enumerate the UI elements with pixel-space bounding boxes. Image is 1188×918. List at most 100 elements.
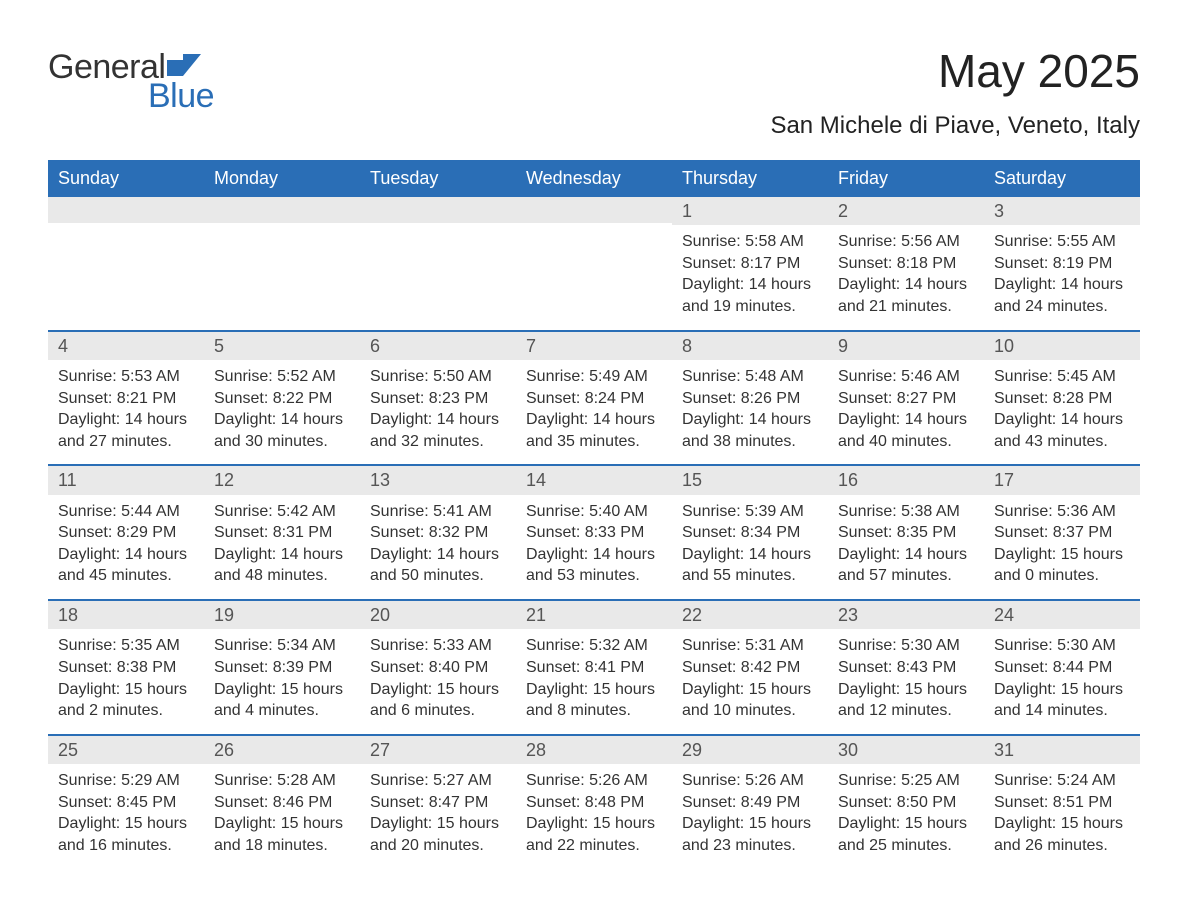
sunset-text: Sunset: 8:32 PM <box>370 522 506 544</box>
day-number: 3 <box>984 197 1140 225</box>
day-number: 17 <box>984 466 1140 494</box>
day-cell: 17Sunrise: 5:36 AMSunset: 8:37 PMDayligh… <box>984 466 1140 599</box>
day-cell: 7Sunrise: 5:49 AMSunset: 8:24 PMDaylight… <box>516 332 672 465</box>
day-number: 13 <box>360 466 516 494</box>
day-number: 15 <box>672 466 828 494</box>
day-number <box>204 197 360 223</box>
sunrise-text: Sunrise: 5:56 AM <box>838 231 974 253</box>
sunset-text: Sunset: 8:44 PM <box>994 657 1130 679</box>
day-number: 27 <box>360 736 516 764</box>
sunset-text: Sunset: 8:50 PM <box>838 792 974 814</box>
day-body: Sunrise: 5:56 AMSunset: 8:18 PMDaylight:… <box>828 225 984 329</box>
daylight-text: Daylight: 15 hours and 2 minutes. <box>58 679 194 722</box>
daylight-text: Daylight: 15 hours and 22 minutes. <box>526 813 662 856</box>
title-block: May 2025 San Michele di Piave, Veneto, I… <box>770 44 1140 140</box>
day-body: Sunrise: 5:52 AMSunset: 8:22 PMDaylight:… <box>204 360 360 464</box>
day-number <box>360 197 516 223</box>
sunrise-text: Sunrise: 5:44 AM <box>58 501 194 523</box>
sunrise-text: Sunrise: 5:52 AM <box>214 366 350 388</box>
day-body: Sunrise: 5:30 AMSunset: 8:44 PMDaylight:… <box>984 629 1140 733</box>
sunrise-text: Sunrise: 5:38 AM <box>838 501 974 523</box>
sunrise-text: Sunrise: 5:40 AM <box>526 501 662 523</box>
sunset-text: Sunset: 8:43 PM <box>838 657 974 679</box>
daylight-text: Daylight: 15 hours and 23 minutes. <box>682 813 818 856</box>
daylight-text: Daylight: 15 hours and 18 minutes. <box>214 813 350 856</box>
daylight-text: Daylight: 14 hours and 24 minutes. <box>994 274 1130 317</box>
day-number: 6 <box>360 332 516 360</box>
daylight-text: Daylight: 15 hours and 14 minutes. <box>994 679 1130 722</box>
sunrise-text: Sunrise: 5:30 AM <box>838 635 974 657</box>
day-body: Sunrise: 5:58 AMSunset: 8:17 PMDaylight:… <box>672 225 828 329</box>
sunrise-text: Sunrise: 5:27 AM <box>370 770 506 792</box>
daylight-text: Daylight: 14 hours and 19 minutes. <box>682 274 818 317</box>
day-cell: 18Sunrise: 5:35 AMSunset: 8:38 PMDayligh… <box>48 601 204 734</box>
day-number: 26 <box>204 736 360 764</box>
day-cell: 11Sunrise: 5:44 AMSunset: 8:29 PMDayligh… <box>48 466 204 599</box>
weekday-header: Sunday <box>48 162 204 195</box>
page: General Blue May 2025 San Michele di Pia… <box>0 0 1188 918</box>
sunset-text: Sunset: 8:31 PM <box>214 522 350 544</box>
day-body: Sunrise: 5:48 AMSunset: 8:26 PMDaylight:… <box>672 360 828 464</box>
day-number: 24 <box>984 601 1140 629</box>
weekday-header: Wednesday <box>516 162 672 195</box>
day-number: 11 <box>48 466 204 494</box>
daylight-text: Daylight: 14 hours and 30 minutes. <box>214 409 350 452</box>
day-cell <box>516 197 672 330</box>
day-number: 10 <box>984 332 1140 360</box>
day-number <box>516 197 672 223</box>
daylight-text: Daylight: 14 hours and 32 minutes. <box>370 409 506 452</box>
weekday-header: Tuesday <box>360 162 516 195</box>
sunset-text: Sunset: 8:48 PM <box>526 792 662 814</box>
sunset-text: Sunset: 8:38 PM <box>58 657 194 679</box>
day-number: 19 <box>204 601 360 629</box>
day-body: Sunrise: 5:38 AMSunset: 8:35 PMDaylight:… <box>828 495 984 599</box>
brand-logo: General Blue <box>48 48 214 116</box>
day-body: Sunrise: 5:25 AMSunset: 8:50 PMDaylight:… <box>828 764 984 868</box>
daylight-text: Daylight: 14 hours and 38 minutes. <box>682 409 818 452</box>
day-number: 30 <box>828 736 984 764</box>
sunrise-text: Sunrise: 5:53 AM <box>58 366 194 388</box>
sunset-text: Sunset: 8:45 PM <box>58 792 194 814</box>
sunset-text: Sunset: 8:42 PM <box>682 657 818 679</box>
sunrise-text: Sunrise: 5:32 AM <box>526 635 662 657</box>
day-cell <box>360 197 516 330</box>
day-body <box>360 223 516 241</box>
day-cell: 15Sunrise: 5:39 AMSunset: 8:34 PMDayligh… <box>672 466 828 599</box>
sunrise-text: Sunrise: 5:45 AM <box>994 366 1130 388</box>
daylight-text: Daylight: 15 hours and 8 minutes. <box>526 679 662 722</box>
brand-word-blue: Blue <box>148 77 214 116</box>
sunrise-text: Sunrise: 5:30 AM <box>994 635 1130 657</box>
weekday-header: Thursday <box>672 162 828 195</box>
week-row: 25Sunrise: 5:29 AMSunset: 8:45 PMDayligh… <box>48 734 1140 869</box>
day-cell: 19Sunrise: 5:34 AMSunset: 8:39 PMDayligh… <box>204 601 360 734</box>
day-number: 21 <box>516 601 672 629</box>
day-number: 12 <box>204 466 360 494</box>
day-cell: 27Sunrise: 5:27 AMSunset: 8:47 PMDayligh… <box>360 736 516 869</box>
day-cell: 22Sunrise: 5:31 AMSunset: 8:42 PMDayligh… <box>672 601 828 734</box>
day-body: Sunrise: 5:44 AMSunset: 8:29 PMDaylight:… <box>48 495 204 599</box>
weekday-header: Monday <box>204 162 360 195</box>
day-number: 9 <box>828 332 984 360</box>
sunset-text: Sunset: 8:39 PM <box>214 657 350 679</box>
sunrise-text: Sunrise: 5:35 AM <box>58 635 194 657</box>
day-number: 22 <box>672 601 828 629</box>
sunset-text: Sunset: 8:22 PM <box>214 388 350 410</box>
sunset-text: Sunset: 8:40 PM <box>370 657 506 679</box>
day-body: Sunrise: 5:53 AMSunset: 8:21 PMDaylight:… <box>48 360 204 464</box>
sunrise-text: Sunrise: 5:28 AM <box>214 770 350 792</box>
day-body <box>48 223 204 241</box>
week-row: 1Sunrise: 5:58 AMSunset: 8:17 PMDaylight… <box>48 195 1140 330</box>
day-number: 5 <box>204 332 360 360</box>
daylight-text: Daylight: 14 hours and 50 minutes. <box>370 544 506 587</box>
day-number <box>48 197 204 223</box>
sunrise-text: Sunrise: 5:49 AM <box>526 366 662 388</box>
month-title: May 2025 <box>770 44 1140 98</box>
day-body: Sunrise: 5:31 AMSunset: 8:42 PMDaylight:… <box>672 629 828 733</box>
day-cell: 28Sunrise: 5:26 AMSunset: 8:48 PMDayligh… <box>516 736 672 869</box>
sunrise-text: Sunrise: 5:26 AM <box>682 770 818 792</box>
day-cell: 16Sunrise: 5:38 AMSunset: 8:35 PMDayligh… <box>828 466 984 599</box>
day-number: 1 <box>672 197 828 225</box>
calendar: SundayMondayTuesdayWednesdayThursdayFrid… <box>48 160 1140 868</box>
sunrise-text: Sunrise: 5:58 AM <box>682 231 818 253</box>
day-number: 25 <box>48 736 204 764</box>
